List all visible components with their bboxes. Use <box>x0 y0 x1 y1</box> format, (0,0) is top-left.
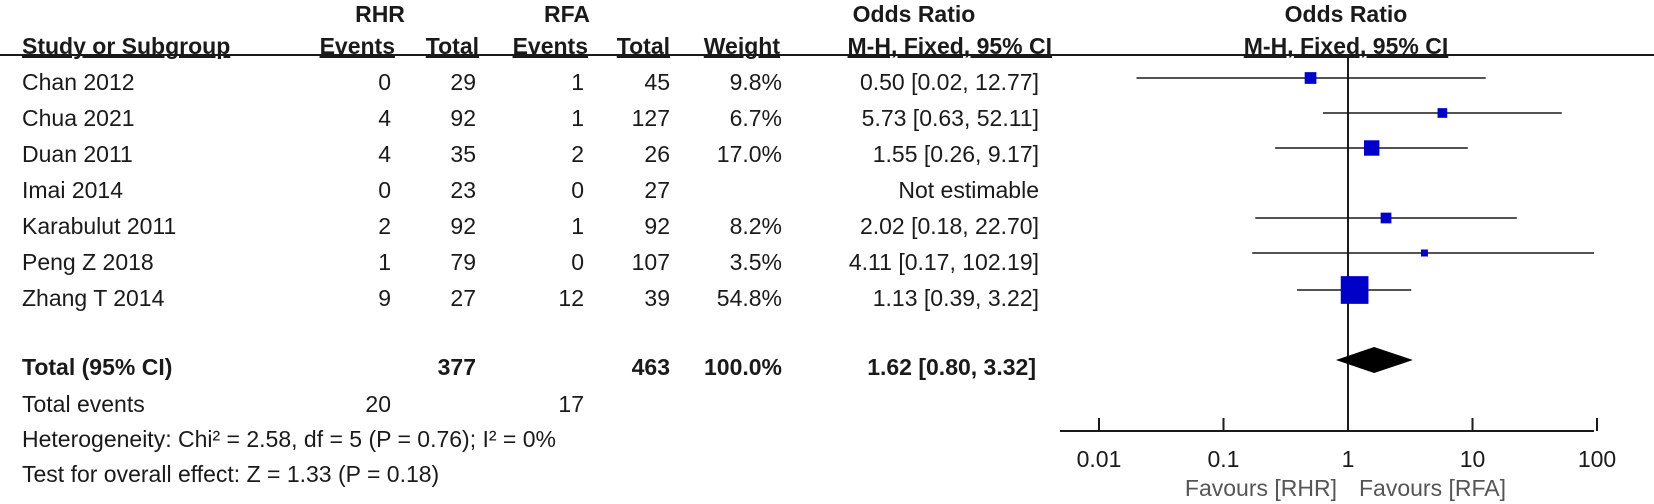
header-rule <box>0 54 1654 56</box>
study-name: Duan 2011 <box>22 141 133 167</box>
study-square <box>1437 108 1448 118</box>
study-name: Imai 2014 <box>22 177 124 203</box>
events2-cell: 0 <box>571 249 584 275</box>
study-name: Karabulut 2011 <box>22 213 177 239</box>
study-name: Zhang T 2014 <box>22 285 165 311</box>
study-square <box>1420 249 1428 257</box>
total-weight: 100.0% <box>703 354 782 380</box>
pooled-diamond <box>1335 347 1413 373</box>
study-square <box>1363 140 1380 156</box>
events1-cell: 2 <box>378 213 391 239</box>
group1-header: RHR <box>355 1 405 27</box>
events1-cell: 0 <box>378 69 391 95</box>
x-tick-label: 0.1 <box>1208 446 1240 472</box>
total2-cell: 39 <box>644 285 670 311</box>
x-tick-label: 100 <box>1578 446 1616 472</box>
group2-header: RFA <box>544 1 590 27</box>
total1-cell: 23 <box>450 177 476 203</box>
favours-right-label: Favours [RFA] <box>1359 475 1506 501</box>
events1-cell: 4 <box>378 141 391 167</box>
total-events-1: 20 <box>365 391 391 417</box>
or-ci-cell: 4.11 [0.17, 102.19] <box>848 249 1039 275</box>
weight-cell: 6.7% <box>729 105 782 131</box>
weight-cell: 54.8% <box>716 285 782 311</box>
total-ci: 1.62 [0.80, 3.32] <box>867 354 1036 380</box>
study-name: Peng Z 2018 <box>22 249 154 275</box>
weight-cell: 3.5% <box>729 249 782 275</box>
study-name: Chua 2021 <box>22 105 135 131</box>
total1-cell: 92 <box>450 105 476 131</box>
events2-cell: 2 <box>571 141 584 167</box>
total1-cell: 35 <box>450 141 476 167</box>
or-ci-cell: 1.13 [0.39, 3.22] <box>872 285 1039 311</box>
total2-cell: 127 <box>631 105 670 131</box>
or-ci-cell: 5.73 [0.63, 52.11] <box>861 105 1039 131</box>
study-square <box>1340 276 1369 304</box>
or-plot-header: Odds Ratio <box>1284 1 1408 27</box>
total1-cell: 79 <box>450 249 476 275</box>
total-n1: 377 <box>437 354 476 380</box>
or-ci-cell: 0.50 [0.02, 12.77] <box>859 69 1039 95</box>
heterogeneity-text: Heterogeneity: Chi² = 2.58, df = 5 (P = … <box>22 426 556 452</box>
study-name: Chan 2012 <box>22 69 135 95</box>
events1-cell: 9 <box>378 285 391 311</box>
or-column-header: Odds Ratio <box>852 1 976 27</box>
events2-cell: 12 <box>558 285 584 311</box>
total1-cell: 29 <box>450 69 476 95</box>
total2-cell: 92 <box>644 213 670 239</box>
weight-cell: 9.8% <box>729 69 782 95</box>
x-tick-label: 10 <box>1460 446 1486 472</box>
or-ci-cell: 1.55 [0.26, 9.17] <box>872 141 1039 167</box>
events2-cell: 1 <box>571 105 584 131</box>
x-tick-label: 1 <box>1342 446 1355 472</box>
total2-cell: 107 <box>631 249 670 275</box>
events2-cell: 0 <box>571 177 584 203</box>
x-tick-label: 0.01 <box>1077 446 1122 472</box>
total1-cell: 92 <box>450 213 476 239</box>
study-square <box>1380 212 1392 224</box>
or-ci-cell: Not estimable <box>898 177 1039 203</box>
favours-left-label: Favours [RHR] <box>1185 475 1337 501</box>
overall-effect-text: Test for overall effect: Z = 1.33 (P = 0… <box>22 461 440 487</box>
total-n2: 463 <box>631 354 670 380</box>
events2-cell: 1 <box>571 213 584 239</box>
weight-cell: 8.2% <box>729 213 782 239</box>
total-events-2: 17 <box>558 391 584 417</box>
events1-cell: 1 <box>378 249 391 275</box>
total1-cell: 27 <box>450 285 476 311</box>
total2-cell: 45 <box>644 69 670 95</box>
events1-cell: 4 <box>378 105 391 131</box>
events1-cell: 0 <box>378 177 391 203</box>
weight-cell: 17.0% <box>716 141 782 167</box>
study-square <box>1304 72 1317 84</box>
total-label: Total (95% CI) <box>22 354 173 380</box>
total-events-label: Total events <box>22 391 145 417</box>
events2-cell: 1 <box>571 69 584 95</box>
or-ci-cell: 2.02 [0.18, 22.70] <box>859 213 1039 239</box>
total2-cell: 26 <box>644 141 670 167</box>
total2-cell: 27 <box>644 177 670 203</box>
